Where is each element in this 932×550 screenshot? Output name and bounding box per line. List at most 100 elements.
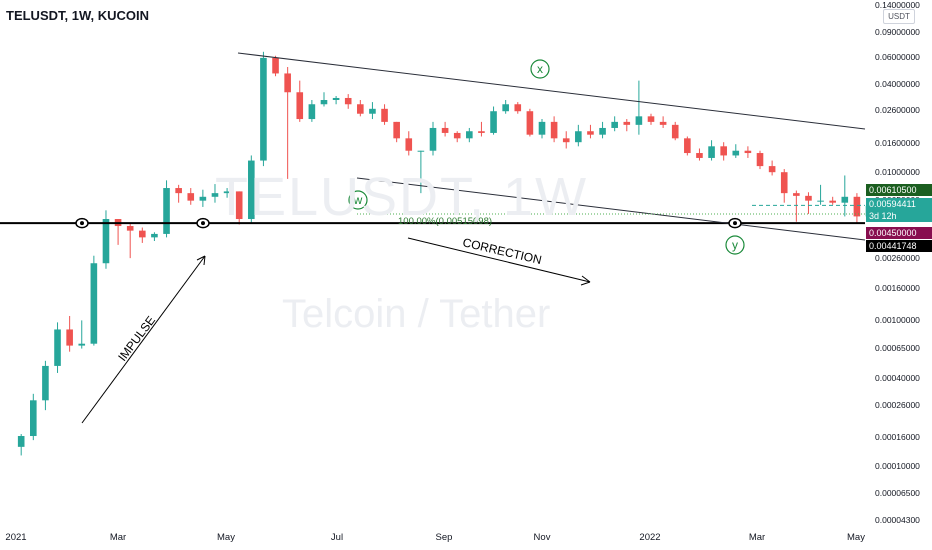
candle-body <box>696 153 703 158</box>
candle-body <box>260 57 267 161</box>
time-axis-tick: Mar <box>110 532 126 543</box>
candle-body <box>429 127 437 151</box>
candle-body <box>768 166 776 173</box>
candle-body <box>296 92 304 120</box>
candle-body <box>417 150 425 152</box>
candle-body <box>659 121 667 125</box>
price-axis-tick: 0.00006500 <box>875 488 920 498</box>
wave_x-circle <box>530 59 550 79</box>
candle-body <box>829 200 836 203</box>
candle-body <box>478 131 485 133</box>
candle-body <box>611 121 618 128</box>
price-axis-tick: 0.06000000 <box>875 52 920 62</box>
time-axis-tick: Mar <box>749 532 765 543</box>
candle-body <box>466 131 473 139</box>
candle-body <box>853 196 861 217</box>
candle-body <box>90 263 98 344</box>
chart-title: TELUSDT, 1W, KUCOIN <box>6 8 150 23</box>
candle-body <box>54 329 61 366</box>
candle-body <box>732 150 740 156</box>
candle-body <box>151 233 158 238</box>
candle-body <box>720 146 727 156</box>
price-axis: 0.14000000 0.09000000 0.06000000 0.04000000… <box>875 0 920 525</box>
price-axis-tick: 0.02600000 <box>875 105 920 115</box>
candle-body <box>780 172 788 194</box>
candle-body <box>223 191 231 194</box>
price-axis-tick: 0.01000000 <box>875 167 920 177</box>
candle-body <box>502 104 509 112</box>
price-axis-tick: 0.14000000 <box>875 0 920 10</box>
correction-arrowhead <box>580 275 591 286</box>
candle-body <box>805 195 812 201</box>
candle-body <box>30 400 37 437</box>
candle-body <box>332 97 340 101</box>
eye-pupil <box>80 221 84 226</box>
candle-body <box>708 146 715 158</box>
price-axis-tick: 0.00010000 <box>875 461 920 471</box>
candle-body <box>514 104 522 112</box>
time-axis-tick: May <box>847 532 865 543</box>
price-axis-tick: 0.00100000 <box>875 315 920 325</box>
candle-body <box>817 200 824 202</box>
candle-body <box>344 97 352 105</box>
time-axis-tick: Jul <box>331 532 343 543</box>
candle-body <box>441 127 449 133</box>
candle-body <box>211 193 219 197</box>
wave_y-circle <box>725 235 745 255</box>
candle-body <box>126 226 134 231</box>
price-axis-tick: 0.04000000 <box>875 79 920 89</box>
wave_w-circle <box>348 190 368 210</box>
candle-body <box>526 111 534 135</box>
time-axis: 2021 Mar May Jul Sep Nov 2022 Mar May <box>5 532 865 543</box>
candle-body <box>78 343 86 346</box>
wave_y-label: y <box>732 238 738 252</box>
correction-label: CORRECTION <box>461 235 543 267</box>
price-axis-tick: 0.00065000 <box>875 343 920 353</box>
candle-body <box>102 219 110 264</box>
time-axis-tick: Sep <box>436 532 453 543</box>
wave_x-label: x <box>537 62 543 76</box>
time-axis-tick: 2021 <box>5 532 26 543</box>
candle-body <box>248 160 255 220</box>
impulse-arrowhead <box>196 255 206 266</box>
symbol-watermark: TELUSDT, 1W <box>215 167 589 227</box>
candle-body <box>562 138 570 143</box>
candle-body <box>647 116 655 122</box>
candle-body <box>684 138 691 154</box>
price-axis-tick: 0.09000000 <box>875 27 920 37</box>
channel-upper-line <box>237 52 866 130</box>
price-badge-high: 0.00610500 <box>866 184 932 196</box>
countdown-badge: 3d 12h <box>866 210 932 222</box>
candle-body <box>187 193 195 201</box>
price-axis-tick: 0.00016000 <box>875 432 920 442</box>
price-badge-support: 0.00450000 <box>866 227 932 239</box>
price-badge-cursor: 0.00441748 <box>866 240 932 252</box>
candle-body <box>405 138 413 151</box>
eye-pupil <box>733 221 737 226</box>
candle-body <box>66 329 73 346</box>
candle-body <box>599 127 606 135</box>
candle-body <box>756 153 764 167</box>
candle-body <box>369 108 376 114</box>
candle-body <box>272 57 279 74</box>
candle-body <box>163 188 170 234</box>
currency-button[interactable]: USDT <box>883 9 915 24</box>
candle-body <box>235 191 243 220</box>
price-axis-tick: 0.01600000 <box>875 138 920 148</box>
candle-body <box>357 104 364 114</box>
impulse-arrow <box>81 255 206 424</box>
time-axis-tick: 2022 <box>639 532 660 543</box>
price-axis-tick: 0.00026000 <box>875 400 920 410</box>
candle-body <box>538 121 546 135</box>
candle-body <box>42 365 49 401</box>
candle-body <box>587 131 594 135</box>
candle-body <box>635 116 643 125</box>
candle-body <box>550 121 558 139</box>
candle-body <box>490 111 497 133</box>
candle-body <box>841 196 849 203</box>
impulse-label: IMPULSE <box>115 313 158 364</box>
candle-body <box>453 132 461 139</box>
candle-body <box>793 193 800 196</box>
candle-body <box>284 73 291 93</box>
